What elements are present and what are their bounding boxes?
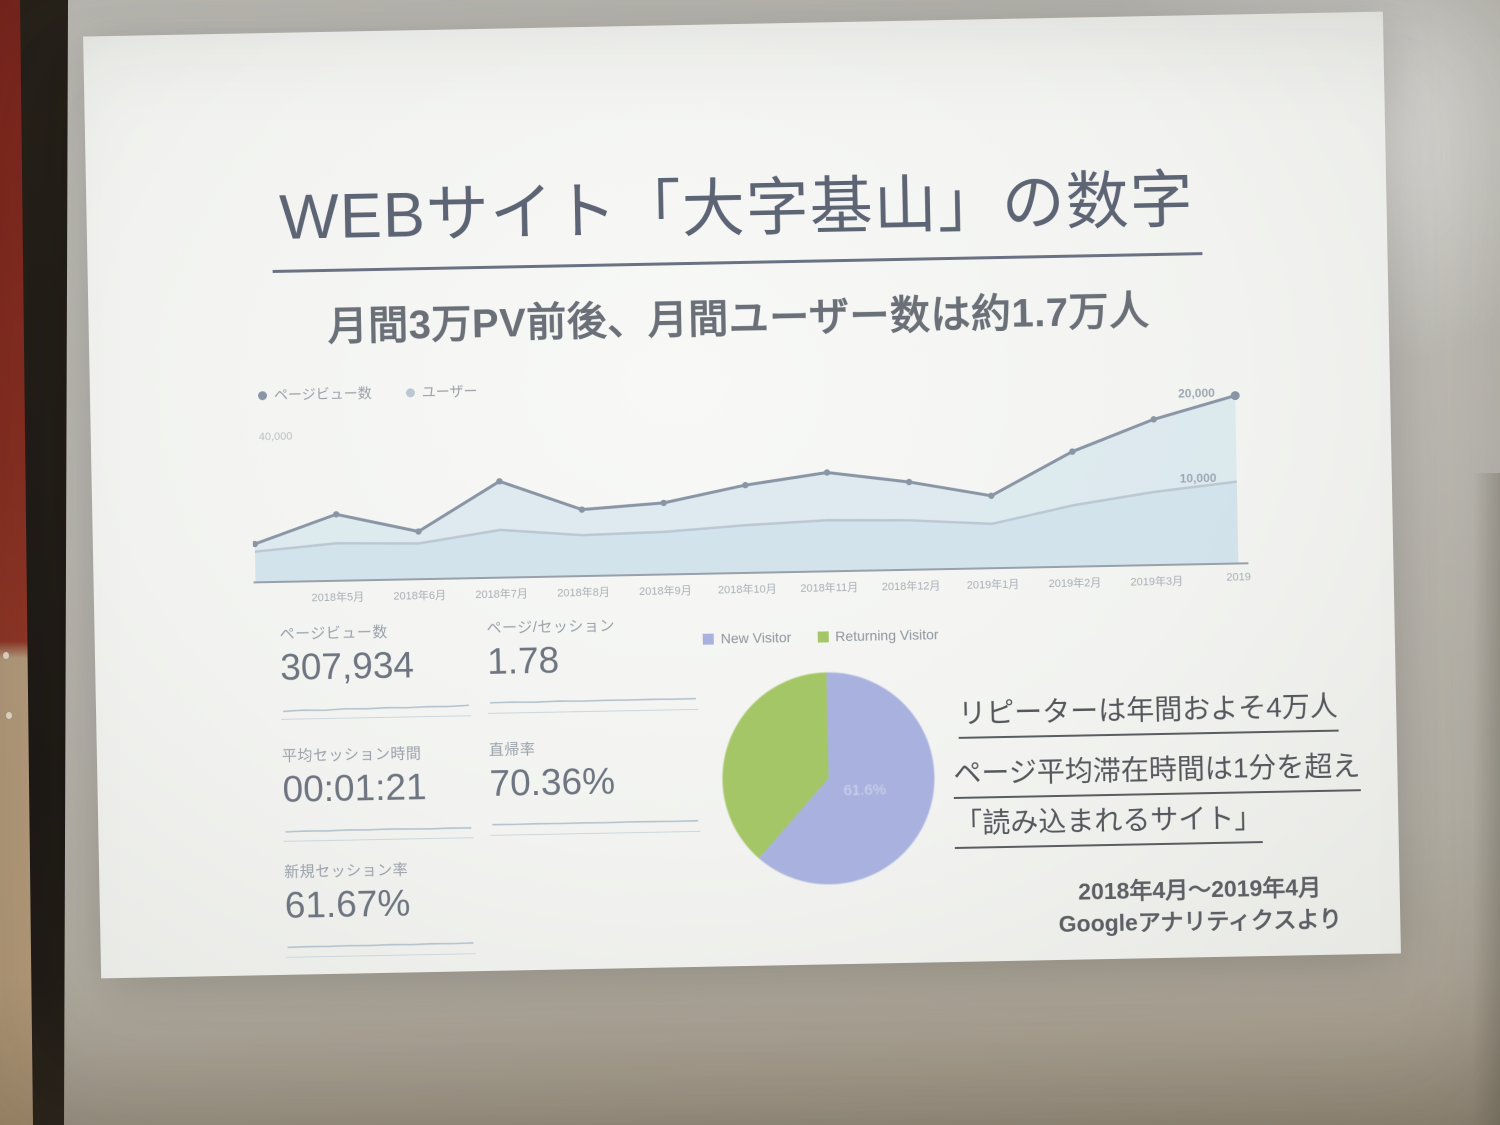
x-axis-tick-label: 2018年10月 xyxy=(717,583,777,597)
sparkline xyxy=(285,931,476,958)
screen-bottom-shade xyxy=(0,975,1500,1125)
x-axis-tick-label: 2018年8月 xyxy=(557,586,610,600)
y-axis-label-20000: 20,000 xyxy=(1177,385,1215,401)
pie-legend: New Visitor Returning Visitor xyxy=(702,626,939,647)
annotation-repeaters: リピーターは年間およそ4万人 xyxy=(957,684,1339,739)
sparkline xyxy=(490,808,701,836)
analytics-line-chart: ページビュー数 ユーザー 40,000 20,000 10,000 2018年5… xyxy=(250,366,1259,617)
x-axis-tick-label: 2019年3月 xyxy=(1130,575,1184,589)
returning-visitor-swatch-icon xyxy=(817,630,829,643)
stat-value: 1.78 xyxy=(486,639,560,682)
x-axis-tick-label: 2018年12月 xyxy=(881,580,941,594)
annotation-avg-time-line2: 「読み込まれるサイト」 xyxy=(953,796,1263,849)
page-title: WEBサイト「大字基山」の数字 xyxy=(86,146,1388,277)
slide-title-text: WEBサイト「大字基山」の数字 xyxy=(270,149,1203,273)
x-axis-tick-label: 2018年5月 xyxy=(311,591,365,605)
pie-slice-label: 61.6% xyxy=(843,781,887,800)
wall-speck xyxy=(3,652,9,659)
x-axis-tick-label: 2019 xyxy=(1226,571,1252,584)
line-chart-svg xyxy=(251,391,1249,584)
pie-chart: 61.6% xyxy=(720,670,937,887)
slide: WEBサイト「大字基山」の数字 月間3万PV前後、月間ユーザー数は約1.7万人 … xyxy=(83,11,1401,979)
stat-card-pageviews: ページビュー数 307,934 xyxy=(279,619,472,720)
stat-card-bounce-rate: 直帰率 70.36% xyxy=(489,735,706,836)
stat-label: 新規セッション率 xyxy=(283,861,409,881)
new-visitor-swatch-icon xyxy=(702,633,714,645)
x-axis-tick-label: 2018年11月 xyxy=(800,581,859,595)
x-axis-tick-label: 2019年1月 xyxy=(966,578,1020,592)
stat-value: 70.36% xyxy=(489,760,616,804)
pie-legend-item-returning-visitor: Returning Visitor xyxy=(817,626,939,644)
stat-value: 307,934 xyxy=(279,644,415,688)
stat-label: ページビュー数 xyxy=(279,623,388,643)
wall-speck xyxy=(6,712,12,719)
annotation-avg-time-line1: ページ平均滞在時間は1分を超え xyxy=(952,744,1361,799)
sparkline xyxy=(283,815,474,842)
x-axis-tick-label: 2018年9月 xyxy=(639,584,692,598)
stat-label: ページ/セッション xyxy=(486,617,616,637)
attribution-source: Googleアナリティクスより xyxy=(1058,905,1343,938)
pie-legend-label: Returning Visitor xyxy=(835,626,939,645)
sparkline xyxy=(280,693,472,720)
screen-right-shade xyxy=(1472,472,1500,1125)
x-axis-tick-label: 2018年7月 xyxy=(475,588,529,602)
stat-value: 00:01:21 xyxy=(282,766,427,810)
pie-legend-label: New Visitor xyxy=(720,629,792,647)
stat-value: 61.67% xyxy=(284,882,411,926)
x-axis-tick-label: 2018年6月 xyxy=(393,589,447,603)
stat-card-pages-per-session: ページ/セッション 1.78 xyxy=(486,613,703,714)
sparkline xyxy=(487,686,699,714)
pie-legend-item-new-visitor: New Visitor xyxy=(702,629,792,647)
x-axis-line xyxy=(253,562,1249,584)
stat-label: 直帰率 xyxy=(488,741,536,759)
attribution: 2018年4月〜2019年4月 Googleアナリティクスより xyxy=(1049,870,1350,940)
stat-card-avg-session-duration: 平均セッション時間 00:01:21 xyxy=(282,741,474,842)
slide-subtitle: 月間3万PV前後、月間ユーザー数は約1.7万人 xyxy=(327,289,1150,349)
y-axis-label-10000: 10,000 xyxy=(1179,470,1217,486)
stat-card-new-sessions: 新規セッション率 61.67% xyxy=(284,857,476,958)
x-axis-tick-label: 2019年2月 xyxy=(1048,577,1102,591)
stat-label: 平均セッション時間 xyxy=(281,745,422,765)
